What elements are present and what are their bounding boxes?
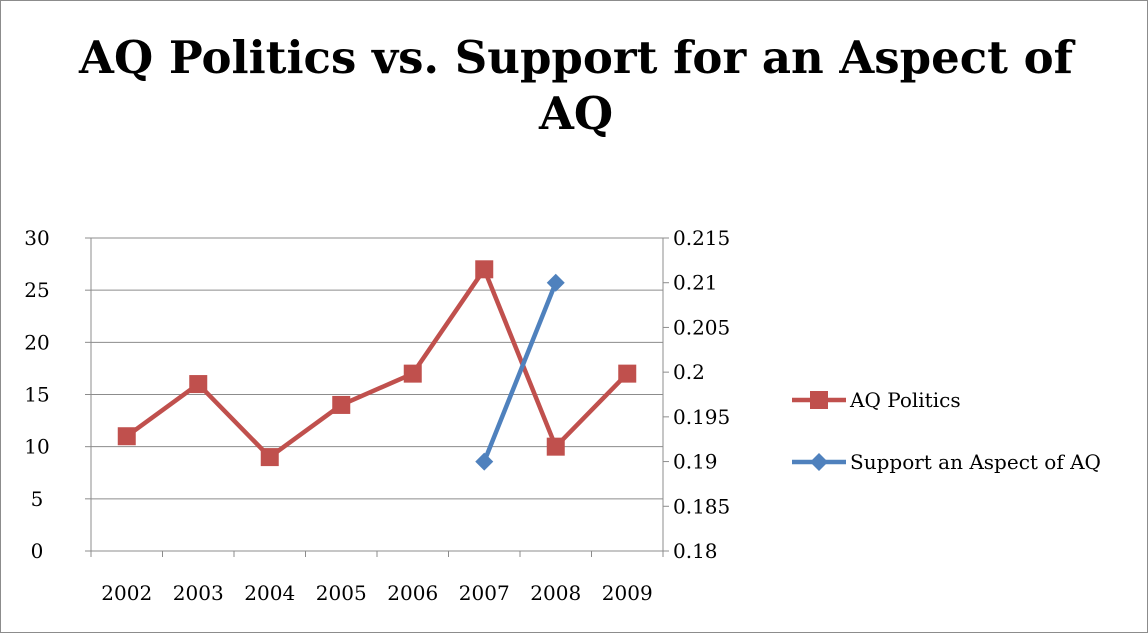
y-right-tick-label: 0.185: [673, 494, 730, 518]
plot-layer: 0 5 10 15 20 25 30 0.18 0.185 0.19 0.195 0.2 0.205 0.…: [24, 226, 730, 605]
series-line-support-an-aspect-of-aq: [482, 281, 558, 463]
y-left-tick-label: 5: [31, 487, 44, 511]
data-point: [189, 375, 208, 394]
x-tick-label: 2005: [316, 581, 367, 605]
y-right-tick-label: 0.2: [673, 360, 705, 384]
chart-title-line-2: AQ: [538, 87, 613, 140]
data-point: [618, 364, 637, 383]
x-tick-label: 2008: [530, 581, 581, 605]
y-right-tick-label: 0.195: [673, 405, 730, 429]
x-tick-label: 2004: [244, 581, 295, 605]
y-left-tick-label: 30: [24, 226, 49, 250]
legend-swatch-marker: [810, 453, 828, 471]
legend-label: AQ Politics: [849, 388, 961, 412]
legend-swatch-marker: [810, 391, 828, 409]
y-left-tick-label: 10: [24, 435, 49, 459]
chart-title-line-1: AQ Politics vs. Support for an Aspect of: [78, 31, 1076, 84]
data-point: [260, 448, 279, 467]
data-point: [332, 395, 351, 414]
x-tick-label: 2003: [173, 581, 224, 605]
y-right-tick-label: 0.19: [673, 450, 718, 474]
y-right-tick-label: 0.205: [673, 315, 730, 339]
y-right-tick-label: 0.21: [673, 271, 718, 295]
data-point: [117, 427, 136, 446]
y-right-tick-label: 0.18: [673, 539, 718, 563]
y-right-tick-label: 0.215: [673, 226, 730, 250]
data-point: [546, 437, 565, 456]
x-tick-label: 2002: [101, 581, 152, 605]
data-point: [403, 364, 422, 383]
legend: AQ Politics Support an Aspect of AQ: [792, 388, 1101, 474]
y-left-tick-label: 20: [24, 330, 49, 354]
data-point: [475, 452, 494, 471]
data-point: [546, 273, 565, 292]
x-tick-label: 2006: [387, 581, 438, 605]
data-point: [475, 260, 494, 279]
y-left-tick-label: 25: [24, 278, 49, 302]
y-left-tick-label: 0: [31, 539, 44, 563]
x-tick-label: 2007: [459, 581, 510, 605]
legend-label: Support an Aspect of AQ: [850, 450, 1101, 474]
y-left-tick-label: 15: [24, 383, 49, 407]
series-line-aq-politics: [125, 267, 629, 460]
x-tick-label: 2009: [602, 581, 653, 605]
